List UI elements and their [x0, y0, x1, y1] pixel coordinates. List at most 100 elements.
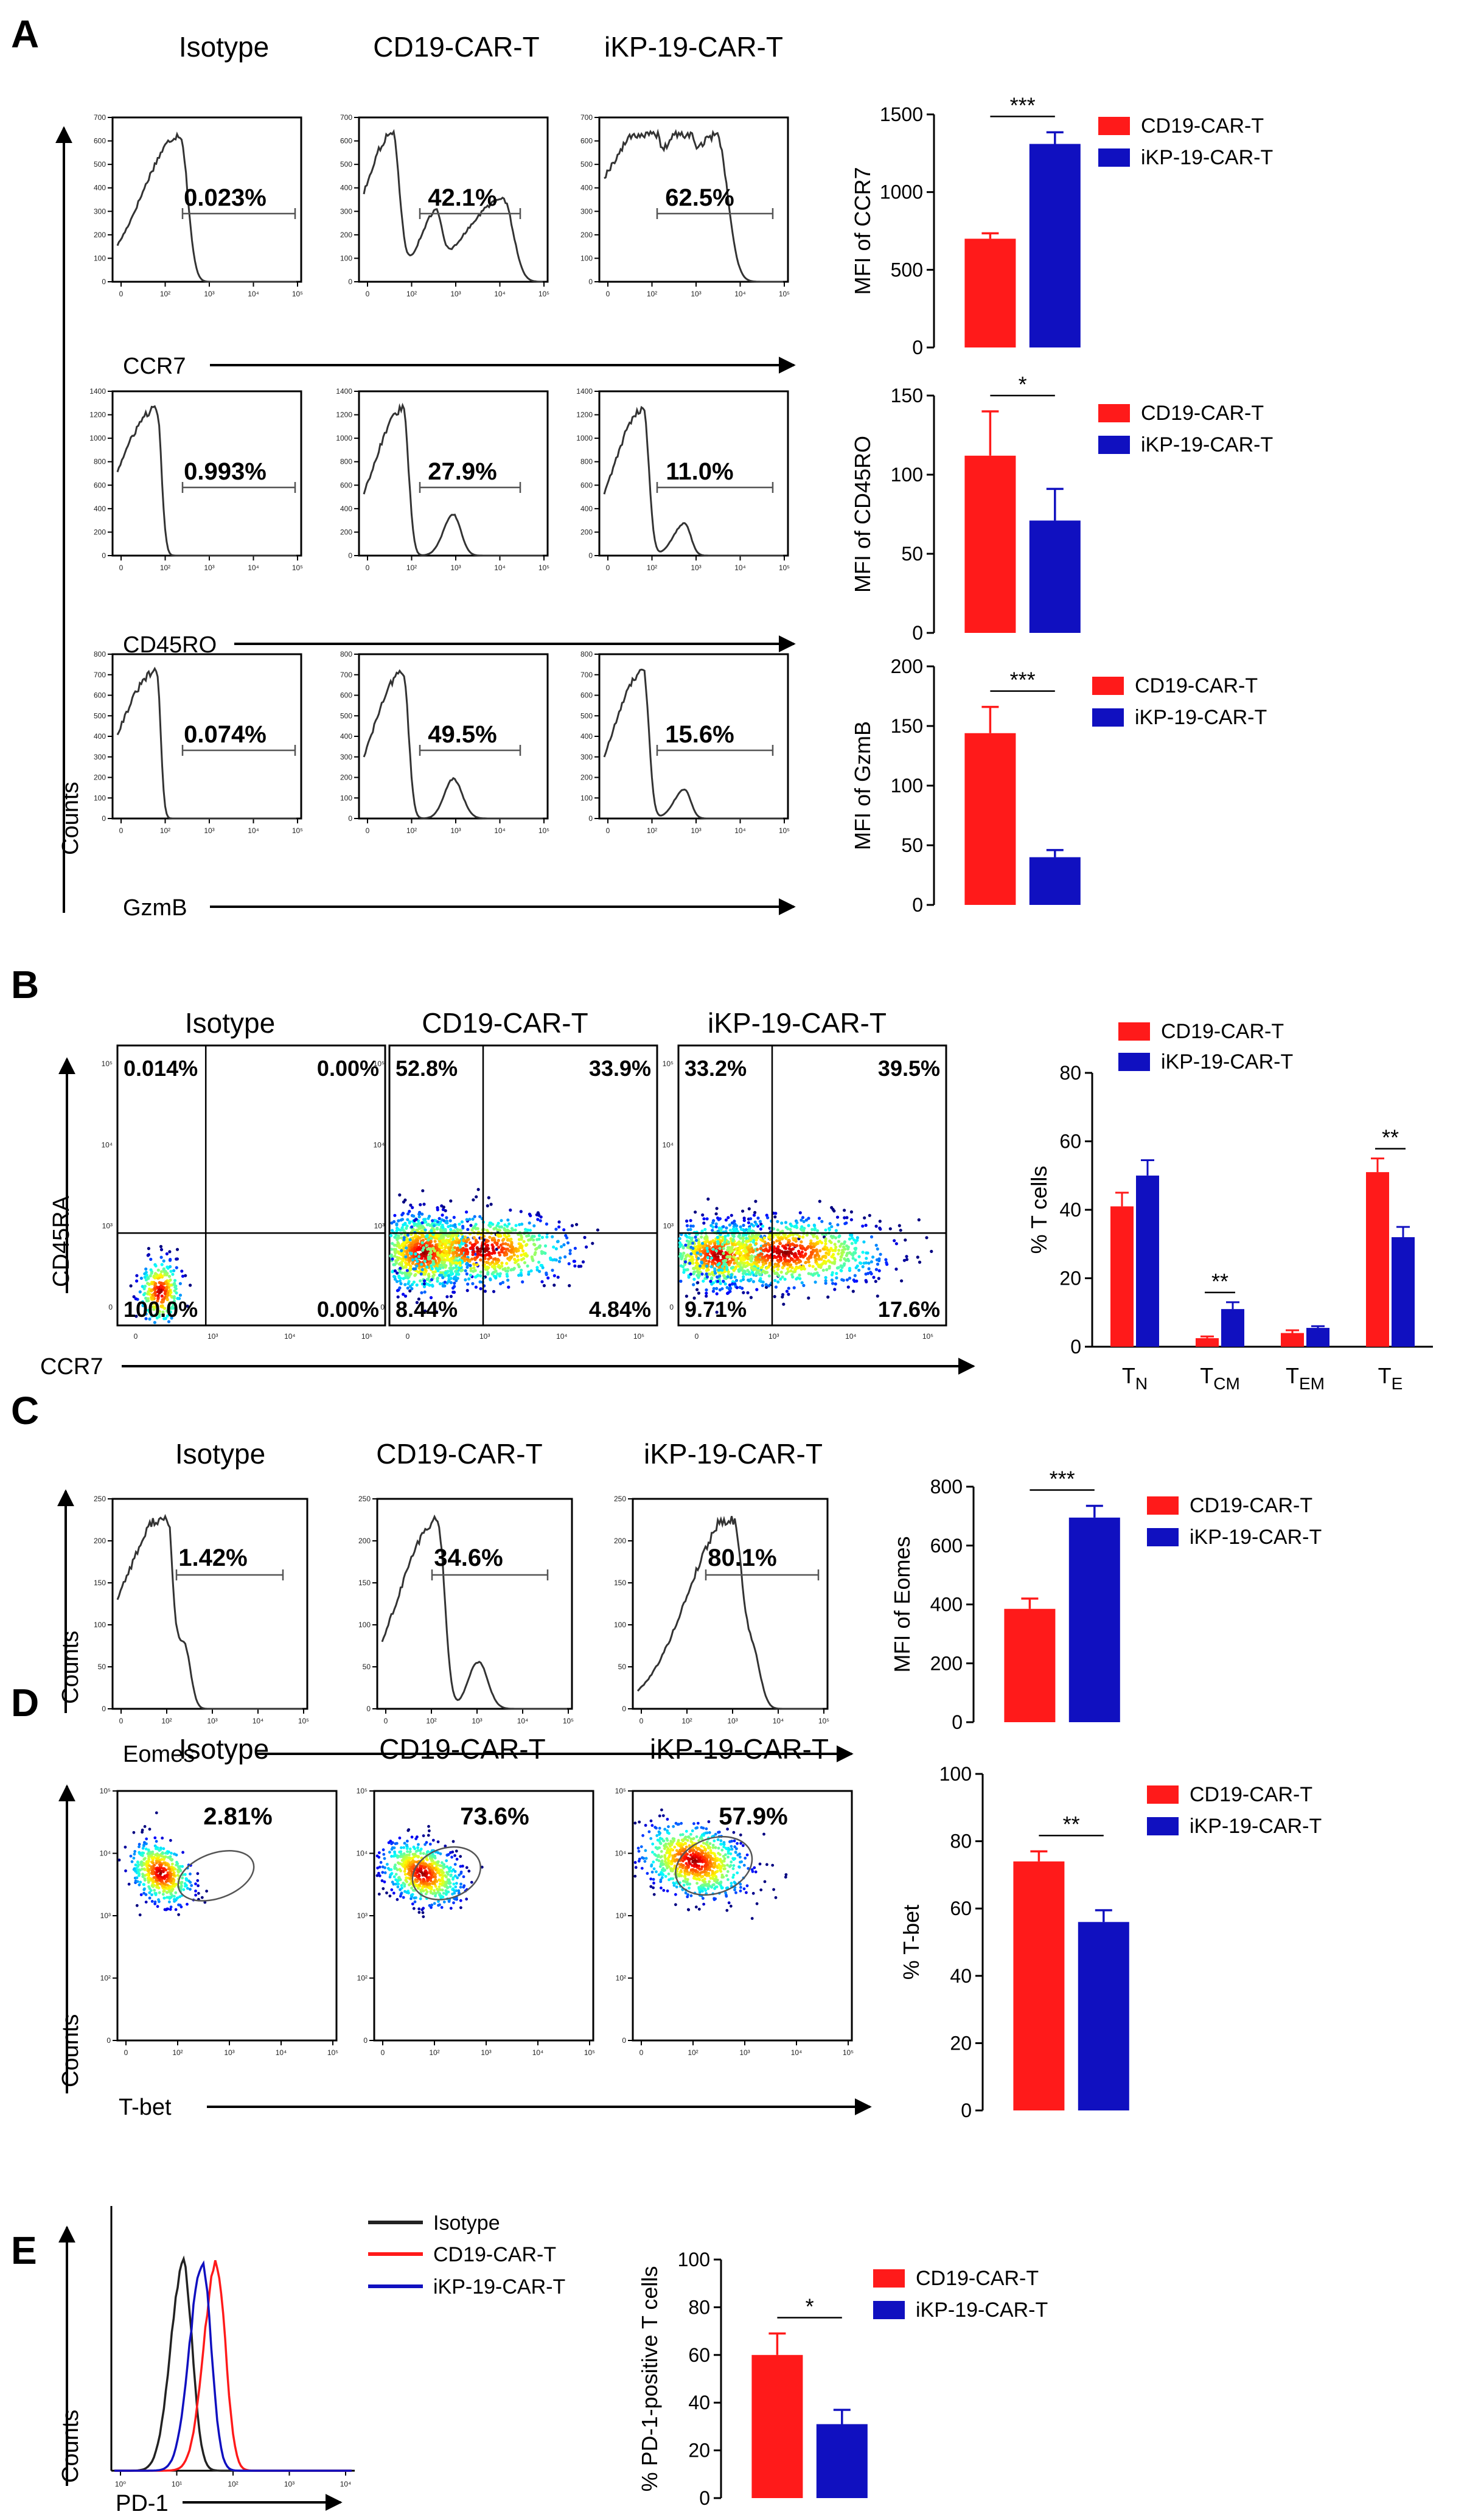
event-dot: [456, 1277, 459, 1280]
hist-gzmb-1-xtick-label: 10⁵: [538, 826, 549, 835]
event-dot: [180, 1269, 184, 1273]
event-dot: [158, 1877, 161, 1880]
event-dot: [433, 1249, 436, 1253]
event-dot: [899, 1229, 902, 1232]
event-dot: [420, 1221, 424, 1224]
event-dot: [474, 1275, 478, 1279]
event-dot: [857, 1268, 861, 1272]
y-axis-label: MFI of GzmB: [850, 721, 875, 850]
event-dot: [786, 1258, 790, 1263]
event-dot: [419, 1880, 423, 1884]
y-axis-tick-label: 20: [1059, 1268, 1081, 1290]
hist-eomes-0-ytick-label: 100: [94, 1621, 106, 1629]
y-axis-tick-label: 0: [912, 894, 923, 916]
panel-label-b: B: [11, 963, 39, 1007]
event-dot: [705, 1288, 708, 1292]
legend-label-cd19: CD19-CAR-T: [1141, 114, 1264, 138]
event-dot: [513, 1257, 517, 1261]
event-dot: [454, 1885, 458, 1889]
event-dot: [849, 1210, 853, 1214]
event-dot: [172, 1296, 176, 1300]
dotplot-ikp19-ytick-label: 0: [669, 1303, 674, 1311]
hist-gzmb-2-xtick-label: 0: [606, 826, 610, 835]
hist-gzmb-1-ytick-label: 600: [340, 691, 352, 700]
event-dot: [461, 1268, 464, 1272]
event-dot: [150, 1271, 153, 1275]
event-dot: [396, 1227, 400, 1231]
bar-tcm-cd19: [1196, 1338, 1219, 1347]
event-dot: [501, 1247, 505, 1251]
event-dot: [159, 1255, 163, 1259]
event-dot: [782, 1262, 786, 1265]
event-dot: [834, 1229, 838, 1232]
event-dot: [727, 1234, 730, 1237]
event-dot: [442, 1260, 447, 1264]
event-dot: [685, 1224, 689, 1227]
event-dot: [400, 1263, 403, 1267]
event-dot: [503, 1267, 507, 1271]
hist-ccr7-2-xtick-label: 10²: [647, 290, 657, 298]
event-dot: [756, 1216, 760, 1220]
event-dot: [748, 1238, 752, 1241]
event-dot: [417, 1266, 421, 1270]
hist-cd45ro-1-xtick-label: 10⁴: [494, 564, 506, 572]
x-axis-category-label: TEM: [1286, 1363, 1325, 1393]
event-dot: [817, 1254, 821, 1258]
event-dot: [416, 1248, 419, 1251]
event-dot: [494, 1226, 498, 1230]
event-dot: [741, 1209, 745, 1213]
event-dot: [825, 1268, 829, 1272]
hist-eomes-1-ytick-label: 50: [363, 1663, 371, 1671]
event-dot: [464, 1278, 467, 1282]
event-dot: [471, 1217, 475, 1221]
event-dot: [467, 1869, 471, 1873]
event-dot: [393, 1275, 397, 1279]
event-dot: [521, 1257, 526, 1260]
event-dot: [397, 1234, 400, 1238]
event-dot: [751, 1280, 755, 1283]
event-dot: [403, 1283, 407, 1286]
event-dot: [739, 1227, 744, 1231]
event-dot: [698, 1264, 702, 1268]
event-dot: [176, 1869, 179, 1873]
panel-b-cd45ra-label: CD45RA: [49, 1195, 74, 1287]
event-dot: [754, 1238, 758, 1242]
event-dot: [711, 1225, 715, 1229]
hist-gzmb-2-curve: [603, 668, 783, 820]
event-dot: [858, 1261, 862, 1265]
dotplot-tbet-1-xtick-label: 10⁵: [584, 2048, 595, 2057]
event-dot: [528, 1212, 532, 1216]
event-dot: [533, 1252, 537, 1256]
hist-eomes-2-xtick-label: 10⁴: [773, 1717, 784, 1725]
event-dot: [485, 1248, 489, 1252]
event-dot: [828, 1266, 831, 1270]
hist-cd45ro-1-ytick-label: 1000: [336, 434, 352, 442]
event-dot: [144, 1312, 148, 1316]
event-dot: [175, 1897, 179, 1900]
event-dot: [851, 1290, 855, 1293]
bar-tem-cd19: [1281, 1333, 1304, 1347]
event-dot: [767, 1256, 770, 1260]
hist-eomes-0-percent: 1.42%: [178, 1544, 247, 1571]
y-axis-tick-label: 400: [930, 1594, 963, 1616]
event-dot: [156, 1297, 160, 1300]
event-dot: [475, 1263, 479, 1266]
event-dot: [824, 1242, 828, 1246]
event-dot: [813, 1249, 817, 1252]
event-dot: [397, 1262, 401, 1266]
event-dot: [450, 1243, 454, 1246]
event-dot: [148, 1827, 152, 1831]
dotplot-tbet-0-xtick-label: 0: [124, 2048, 128, 2057]
event-dot: [705, 1217, 709, 1221]
event-dot: [464, 1235, 467, 1239]
event-dot: [765, 1249, 769, 1252]
event-dot: [159, 1248, 164, 1252]
event-dot: [412, 1214, 416, 1218]
event-dot: [417, 1212, 421, 1216]
event-dot: [441, 1257, 444, 1260]
event-dot: [143, 1825, 147, 1828]
event-dot: [684, 1243, 688, 1247]
event-dot: [751, 1229, 754, 1233]
dotplot-cd19-frame: [388, 1044, 658, 1327]
